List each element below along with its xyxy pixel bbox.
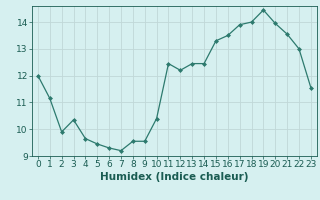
X-axis label: Humidex (Indice chaleur): Humidex (Indice chaleur) bbox=[100, 172, 249, 182]
